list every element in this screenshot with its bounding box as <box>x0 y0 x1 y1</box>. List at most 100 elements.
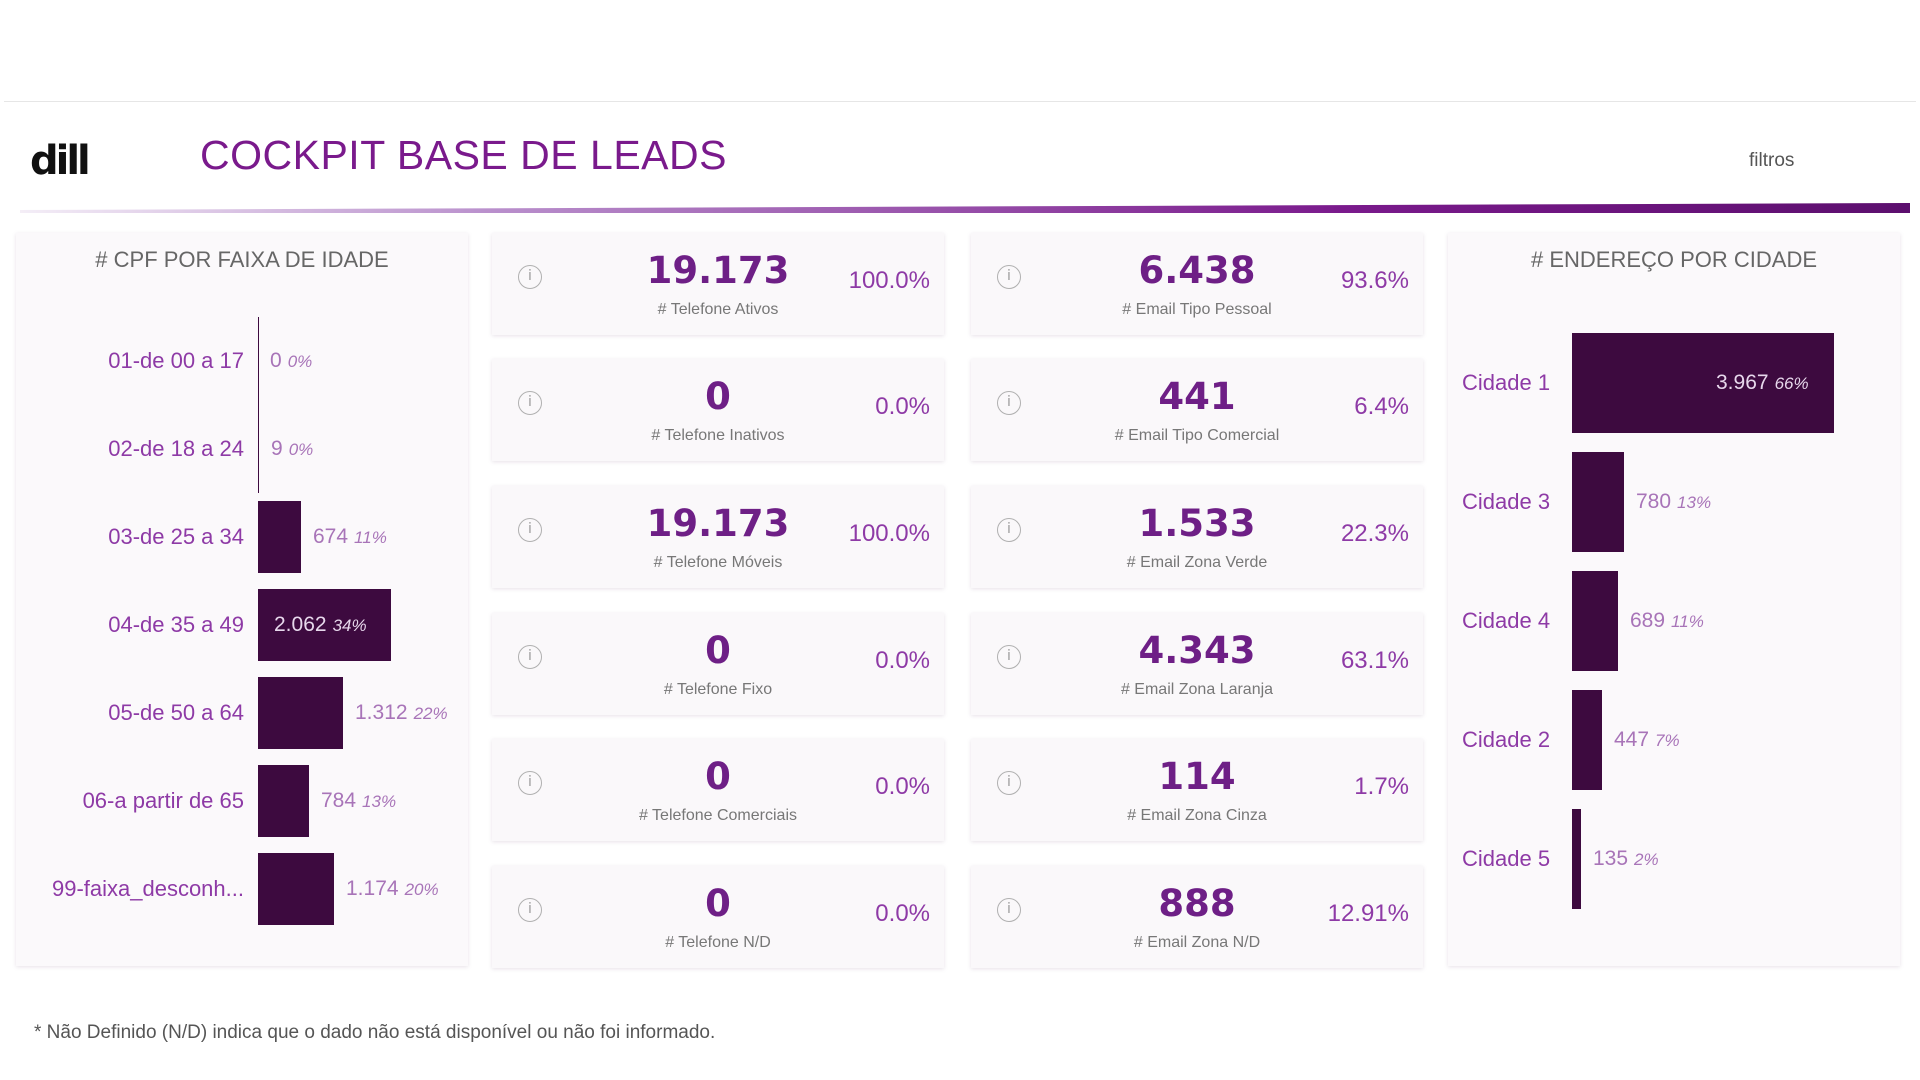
info-icon[interactable]: i <box>997 391 1021 415</box>
info-icon[interactable]: i <box>997 518 1021 542</box>
age-value-number: 1.174 <box>346 877 399 900</box>
email-kpi-label: # Email Zona N/D <box>1133 934 1261 951</box>
city-panel: # ENDEREÇO POR CIDADE Cidade 1 3.967 66% Ci… <box>1448 233 1900 966</box>
age-bar[interactable] <box>258 589 391 661</box>
phone-kpi-value: 19.173 <box>646 502 790 545</box>
city-value-percent: 66% <box>1774 374 1809 393</box>
info-icon[interactable]: i <box>997 771 1021 795</box>
email-kpi-label: # Email Tipo Pessoal <box>1122 301 1272 318</box>
age-bar[interactable] <box>258 677 343 749</box>
city-bar[interactable] <box>1572 690 1602 790</box>
phone-kpi-label: # Telefone Comerciais <box>638 807 797 824</box>
phone-kpi-label: # Telefone Móveis <box>653 554 783 571</box>
city-value-label: 780 13% <box>1636 490 1711 514</box>
age-value-percent: 22% <box>413 704 448 723</box>
info-icon[interactable]: i <box>518 265 542 289</box>
city-bar[interactable] <box>1572 333 1834 433</box>
city-value-percent: 13% <box>1677 493 1712 512</box>
email-kpi-card: i 4.343 # Email Zona Laranja 63.1% <box>971 613 1423 715</box>
info-icon[interactable]: i <box>518 771 542 795</box>
age-value-label: 1.312 22% <box>355 701 448 725</box>
age-value-number: 674 <box>313 525 349 548</box>
age-value-percent: 0% <box>287 352 313 371</box>
age-category-label: 05-de 50 a 64 <box>108 700 244 725</box>
city-value-label: 689 11% <box>1630 609 1704 633</box>
email-kpi-value: 888 <box>1158 882 1236 925</box>
phone-kpi-percent: 0.0% <box>875 900 930 927</box>
email-kpi-card: i 1.533 # Email Zona Verde 22.3% <box>971 486 1423 588</box>
age-panel-title: # CPF POR FAIXA DE IDADE <box>95 247 389 272</box>
city-value-percent: 2% <box>1634 850 1659 869</box>
page-title: COCKPIT BASE DE LEADS <box>200 132 727 178</box>
info-icon[interactable]: i <box>518 391 542 415</box>
city-category-label: Cidade 3 <box>1462 489 1551 514</box>
age-value-number: 2.062 <box>274 613 327 636</box>
age-category-label: 01-de 00 a 17 <box>108 348 244 373</box>
city-value-label: 3.967 66% <box>1716 371 1809 395</box>
phone-kpi-label: # Telefone Inativos <box>651 427 785 444</box>
city-value-label: 135 2% <box>1593 847 1659 871</box>
phone-kpi-card: i 0 # Telefone Comerciais 0.0% <box>492 739 944 841</box>
info-icon[interactable]: i <box>997 645 1021 669</box>
age-value-percent: 34% <box>332 616 367 635</box>
age-category-label: 02-de 18 a 24 <box>108 436 244 461</box>
filters-button[interactable]: filtros <box>1749 150 1795 171</box>
email-kpi-percent: 93.6% <box>1340 267 1409 294</box>
email-kpi-percent: 6.4% <box>1354 393 1409 420</box>
info-icon[interactable]: i <box>518 518 542 542</box>
email-kpi-label: # Email Zona Cinza <box>1127 807 1267 824</box>
email-kpi-card: i 888 # Email Zona N/D 12.91% <box>971 866 1423 968</box>
phone-kpi-percent: 100.0% <box>848 267 930 294</box>
age-value-label: 1.174 20% <box>346 877 439 901</box>
age-value-percent: 20% <box>404 880 439 899</box>
info-icon[interactable]: i <box>518 645 542 669</box>
age-bar[interactable] <box>258 765 309 837</box>
age-category-label: 04-de 35 a 49 <box>108 612 244 637</box>
age-value-label: 674 11% <box>313 525 387 549</box>
age-bar[interactable] <box>258 501 301 573</box>
phone-kpi-value: 19.173 <box>646 249 790 292</box>
city-bar[interactable] <box>1572 571 1618 671</box>
city-value-percent: 11% <box>1671 612 1704 631</box>
age-category-label: 99-faixa_desconh... <box>51 876 244 901</box>
age-value-number: 1.312 <box>355 701 408 724</box>
email-kpi-value: 1.533 <box>1138 502 1256 545</box>
info-icon[interactable]: i <box>518 898 542 922</box>
phone-kpi-value: 0 <box>705 882 731 925</box>
age-value-number: 0 <box>270 349 282 372</box>
email-kpi-card: i 6.438 # Email Tipo Pessoal 93.6% <box>971 233 1423 335</box>
age-bar[interactable] <box>258 413 259 485</box>
city-panel-title: # ENDEREÇO POR CIDADE <box>1530 247 1818 272</box>
email-kpi-percent: 12.91% <box>1327 900 1409 927</box>
email-kpi-value: 6.438 <box>1138 249 1256 292</box>
phone-kpi-value: 0 <box>705 755 731 798</box>
email-kpi-label: # Email Tipo Comercial <box>1114 427 1280 444</box>
phone-kpi-card: i 0 # Telefone Inativos 0.0% <box>492 359 944 461</box>
city-bar[interactable] <box>1572 809 1581 909</box>
age-value-number: 784 <box>321 789 357 812</box>
email-kpi-percent: 63.1% <box>1340 647 1409 674</box>
age-value-label: 0 0% <box>270 349 312 373</box>
age-bar[interactable] <box>258 853 334 925</box>
age-value-label: 784 13% <box>321 789 396 813</box>
city-value-number: 3.967 <box>1716 371 1769 394</box>
email-kpi-value: 441 <box>1158 375 1236 418</box>
email-kpi-card: i 441 # Email Tipo Comercial 6.4% <box>971 359 1423 461</box>
phone-kpi-label: # Telefone Fixo <box>663 681 773 698</box>
email-kpi-percent: 22.3% <box>1340 520 1409 547</box>
info-icon[interactable]: i <box>997 898 1021 922</box>
phone-kpi-card: i 0 # Telefone Fixo 0.0% <box>492 613 944 715</box>
email-kpi-label: # Email Zona Laranja <box>1120 681 1274 698</box>
city-category-label: Cidade 4 <box>1462 608 1551 633</box>
footnote: * Não Definido (N/D) indica que o dado n… <box>34 1022 716 1043</box>
email-kpi-card: i 114 # Email Zona Cinza 1.7% <box>971 739 1423 841</box>
city-category-label: Cidade 1 <box>1462 370 1551 395</box>
info-icon[interactable]: i <box>997 265 1021 289</box>
city-category-label: Cidade 2 <box>1462 727 1551 752</box>
age-value-label: 9 0% <box>271 437 313 461</box>
phone-kpi-percent: 100.0% <box>848 520 930 547</box>
age-category-label: 03-de 25 a 34 <box>108 524 244 549</box>
city-value-number: 780 <box>1636 490 1672 513</box>
city-bar[interactable] <box>1572 452 1624 552</box>
age-axis-line <box>258 317 259 493</box>
